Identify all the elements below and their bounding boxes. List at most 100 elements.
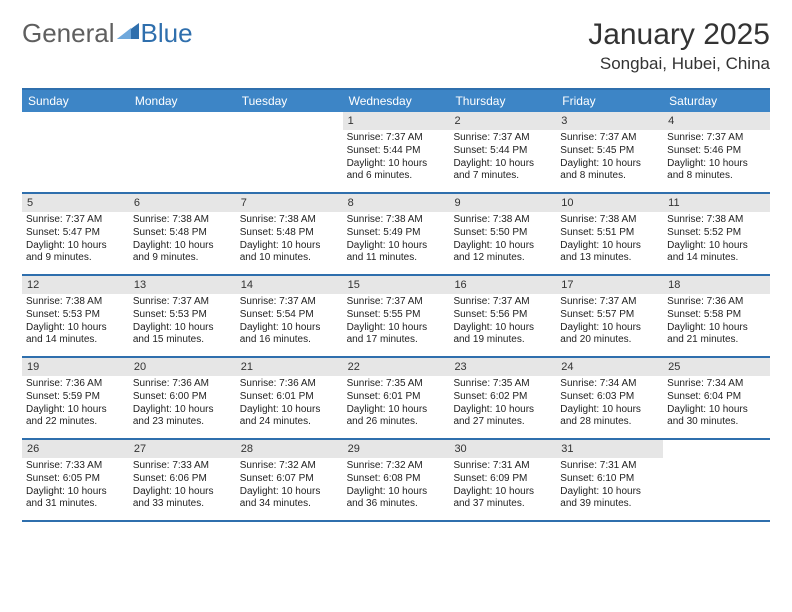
sunrise-text: Sunrise: 7:37 AM (453, 132, 552, 145)
day-cell: 29Sunrise: 7:32 AMSunset: 6:08 PMDayligh… (343, 440, 450, 520)
day-cell: 20 Sunrise: 7:36 AMSunset: 6:00 PMDayligh… (129, 358, 236, 438)
day-info: Sunrise: 7:32 AMSunset: 6:07 PMDaylight:… (240, 460, 339, 511)
sunset-text: Sunset: 6:02 PM (453, 391, 552, 404)
day-cell: 13Sunrise: 7:37 AMSunset: 5:53 PMDayligh… (129, 276, 236, 356)
day-number: 27 (129, 440, 236, 458)
day-cell: 1Sunrise: 7:37 AMSunset: 5:44 PMDaylight… (343, 112, 450, 192)
day-info: Sunrise: 7:37 AMSunset: 5:46 PMDaylight:… (667, 132, 766, 183)
day-number: 15 (343, 276, 450, 294)
sunrise-text: Sunrise: 7:37 AM (667, 132, 766, 145)
day-info: Sunrise: 7:38 AMSunset: 5:48 PMDaylight:… (240, 214, 339, 265)
day-cell: 27Sunrise: 7:33 AMSunset: 6:06 PMDayligh… (129, 440, 236, 520)
daylight-text: Daylight: 10 hours and 34 minutes. (240, 486, 339, 512)
day-number: 26 (22, 440, 129, 458)
sunrise-text: Sunrise: 7:34 AM (667, 378, 766, 391)
day-number: 2 (449, 112, 556, 130)
week-row: 26Sunrise: 7:33 AMSunset: 6:05 PMDayligh… (22, 440, 770, 522)
daylight-text: Daylight: 10 hours and 15 minutes. (133, 322, 232, 348)
title-block: January 2025 Songbai, Hubei, China (588, 18, 770, 74)
day-number: 11 (663, 194, 770, 212)
daylight-text: Daylight: 10 hours and 7 minutes. (453, 158, 552, 184)
logo: General Blue (22, 18, 193, 49)
sunset-text: Sunset: 5:44 PM (453, 145, 552, 158)
sunset-text: Sunset: 5:50 PM (453, 227, 552, 240)
day-cell: 26 Sunrise: 7:33 AMSunset: 6:05 PMDayligh… (22, 440, 129, 520)
day-cell: 28Sunrise: 7:32 AMSunset: 6:07 PMDayligh… (236, 440, 343, 520)
weekday-header: Tuesday (236, 90, 343, 112)
day-info: Sunrise: 7:34 AMSunset: 6:04 PMDaylight:… (667, 378, 766, 429)
day-number: 8 (343, 194, 450, 212)
day-cell: 23Sunrise: 7:35 AMSunset: 6:02 PMDayligh… (449, 358, 556, 438)
sunrise-text: Sunrise: 7:35 AM (347, 378, 446, 391)
day-info: Sunrise: 7:37 AMSunset: 5:47 PMDaylight:… (26, 214, 125, 265)
sunset-text: Sunset: 5:55 PM (347, 309, 446, 322)
location: Songbai, Hubei, China (588, 54, 770, 74)
sunrise-text: Sunrise: 7:38 AM (133, 214, 232, 227)
daylight-text: Daylight: 10 hours and 19 minutes. (453, 322, 552, 348)
day-number: 4 (663, 112, 770, 130)
sunrise-text: Sunrise: 7:38 AM (347, 214, 446, 227)
day-info: Sunrise: 7:38 AMSunset: 5:53 PMDaylight:… (26, 296, 125, 347)
day-info: Sunrise: 7:31 AMSunset: 6:10 PMDaylight:… (560, 460, 659, 511)
sunrise-text: Sunrise: 7:31 AM (560, 460, 659, 473)
sunrise-text: Sunrise: 7:37 AM (26, 214, 125, 227)
sunset-text: Sunset: 6:05 PM (26, 473, 125, 486)
day-cell: 12 Sunrise: 7:38 AMSunset: 5:53 PMDayligh… (22, 276, 129, 356)
day-cell (663, 440, 770, 520)
day-number: 6 (129, 194, 236, 212)
day-number: 3 (556, 112, 663, 130)
day-cell: 25 Sunrise: 7:34 AMSunset: 6:04 PMDayligh… (663, 358, 770, 438)
day-cell: 17 Sunrise: 7:37 AMSunset: 5:57 PMDayligh… (556, 276, 663, 356)
day-info: Sunrise: 7:38 AMSunset: 5:50 PMDaylight:… (453, 214, 552, 265)
sunset-text: Sunset: 6:01 PM (347, 391, 446, 404)
day-number: 25 (663, 358, 770, 376)
sunrise-text: Sunrise: 7:34 AM (560, 378, 659, 391)
month-title: January 2025 (588, 18, 770, 52)
sunset-text: Sunset: 5:46 PM (667, 145, 766, 158)
day-number: 17 (556, 276, 663, 294)
daylight-text: Daylight: 10 hours and 27 minutes. (453, 404, 552, 430)
daylight-text: Daylight: 10 hours and 22 minutes. (26, 404, 125, 430)
daylight-text: Daylight: 10 hours and 14 minutes. (667, 240, 766, 266)
day-cell: 14Sunrise: 7:37 AMSunset: 5:54 PMDayligh… (236, 276, 343, 356)
sunset-text: Sunset: 5:45 PM (560, 145, 659, 158)
week-row: 12 Sunrise: 7:38 AMSunset: 5:53 PMDayligh… (22, 276, 770, 358)
sunset-text: Sunset: 5:48 PM (133, 227, 232, 240)
day-info: Sunrise: 7:34 AMSunset: 6:03 PMDaylight:… (560, 378, 659, 429)
daylight-text: Daylight: 10 hours and 28 minutes. (560, 404, 659, 430)
daylight-text: Daylight: 10 hours and 8 minutes. (560, 158, 659, 184)
day-number: 12 (22, 276, 129, 294)
sunrise-text: Sunrise: 7:38 AM (560, 214, 659, 227)
daylight-text: Daylight: 10 hours and 31 minutes. (26, 486, 125, 512)
daylight-text: Daylight: 10 hours and 37 minutes. (453, 486, 552, 512)
day-cell: 3Sunrise: 7:37 AMSunset: 5:45 PMDaylight… (556, 112, 663, 192)
day-number: 20 (129, 358, 236, 376)
weekday-header: Thursday (449, 90, 556, 112)
day-number: 30 (449, 440, 556, 458)
day-info: Sunrise: 7:38 AMSunset: 5:49 PMDaylight:… (347, 214, 446, 265)
sunrise-text: Sunrise: 7:37 AM (133, 296, 232, 309)
logo-text-general: General (22, 18, 115, 49)
sunrise-text: Sunrise: 7:37 AM (347, 132, 446, 145)
weekday-header: Friday (556, 90, 663, 112)
sunset-text: Sunset: 5:52 PM (667, 227, 766, 240)
header: General Blue January 2025 Songbai, Hubei… (22, 18, 770, 74)
sunset-text: Sunset: 6:07 PM (240, 473, 339, 486)
daylight-text: Daylight: 10 hours and 30 minutes. (667, 404, 766, 430)
day-info: Sunrise: 7:37 AMSunset: 5:57 PMDaylight:… (560, 296, 659, 347)
daylight-text: Daylight: 10 hours and 39 minutes. (560, 486, 659, 512)
sunrise-text: Sunrise: 7:37 AM (453, 296, 552, 309)
day-number: 21 (236, 358, 343, 376)
day-info: Sunrise: 7:38 AMSunset: 5:51 PMDaylight:… (560, 214, 659, 265)
sunset-text: Sunset: 5:53 PM (26, 309, 125, 322)
sunset-text: Sunset: 6:01 PM (240, 391, 339, 404)
day-cell: 16Sunrise: 7:37 AMSunset: 5:56 PMDayligh… (449, 276, 556, 356)
sunrise-text: Sunrise: 7:33 AM (26, 460, 125, 473)
sunrise-text: Sunrise: 7:36 AM (240, 378, 339, 391)
weekday-header: Wednesday (343, 90, 450, 112)
day-number: 1 (343, 112, 450, 130)
sunset-text: Sunset: 5:56 PM (453, 309, 552, 322)
sunset-text: Sunset: 6:00 PM (133, 391, 232, 404)
day-info: Sunrise: 7:36 AMSunset: 6:00 PMDaylight:… (133, 378, 232, 429)
sunset-text: Sunset: 5:59 PM (26, 391, 125, 404)
